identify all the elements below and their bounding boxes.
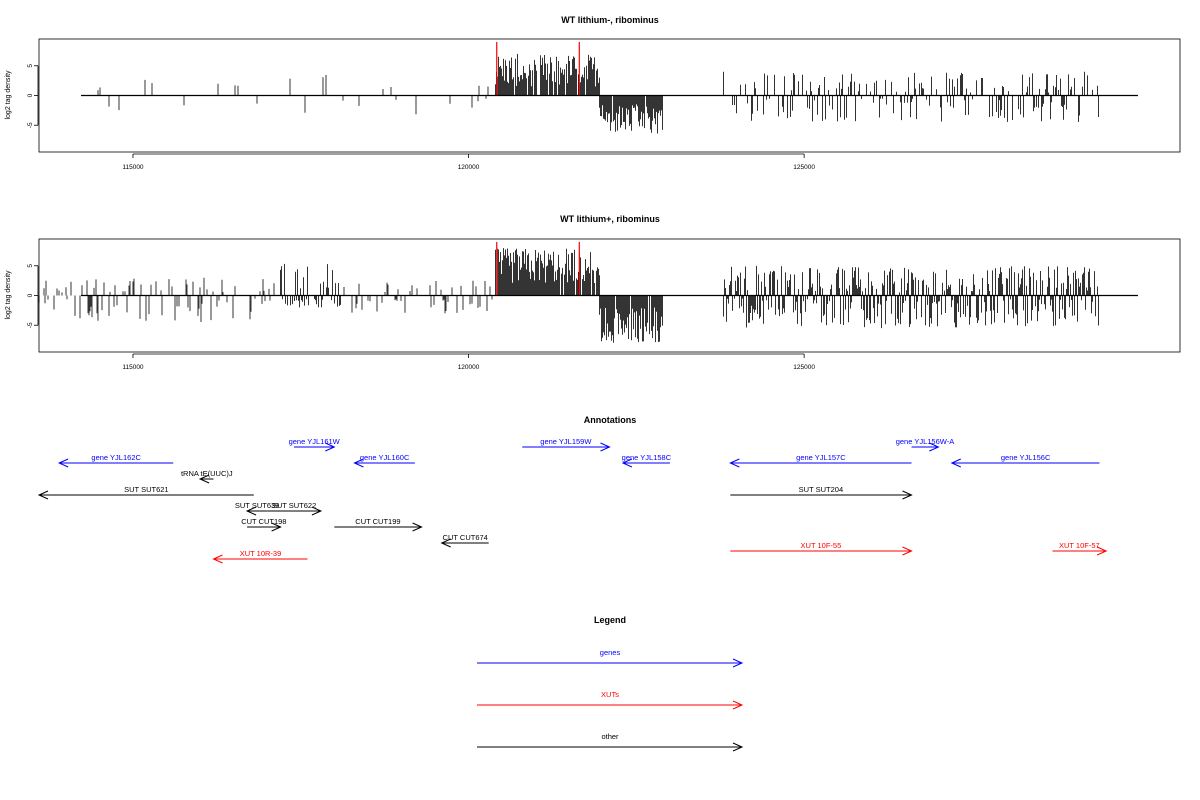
legend-panel: Legend genes XUTs other [477,615,744,752]
legend-label: other [601,732,619,741]
annotation-label: gene YJL157C [796,453,846,462]
arrow-head [57,458,69,468]
arrow-head [732,658,744,668]
y-axis-label: log2 tag density [5,70,12,120]
y-tick-label: 0 [27,93,34,97]
arrow-head [353,458,364,468]
arrow-head [37,490,49,500]
x-tick-label: 125000 [793,364,815,371]
annotation-label: SUT SUT204 [799,485,843,494]
legend-items: genes XUTs other [477,648,744,752]
annotation-feature: XUT 10R-39 [212,549,308,564]
annotation-feature: SUT SUT204 [730,485,913,500]
arrow-head [440,538,451,548]
annotation-feature: CUT CUT199 [334,517,423,532]
annotation-feature: CUT CUT674 [440,533,489,548]
annotation-label: tRNA tE(UUC)J [181,469,233,478]
y-tick-label: 0 [27,293,34,297]
arrow-head [1096,546,1108,556]
arrow-head [621,458,633,468]
annotation-label: CUT CUT674 [443,533,488,542]
x-tick-label: 120000 [458,364,480,371]
annotation-feature: gene YJL156C [950,453,1100,468]
annotation-label: XUT 10F-55 [801,541,842,550]
annotation-features: gene YJL162C gene YJL161W gene YJL160C gene… [37,437,1108,564]
annotation-feature: SUT SUT639 [235,501,279,516]
annotation-feature: gene YJL159W [522,437,611,452]
signal-bars [38,241,1099,343]
arrow-head [198,474,210,484]
plot-frame [38,38,1181,153]
arrow-head [412,522,423,532]
annotation-feature: XUT 10F-57 [1052,541,1108,556]
panel-lithium-plus: WT lithium+, ribominus 5 0 -5 115000 120000 1… [5,214,1181,371]
y-tick-label: 5 [27,264,34,268]
arrow-head [902,546,913,556]
annotation-feature: gene YJL161W [289,437,341,452]
arrow-head [600,442,611,452]
legend-label: genes [600,648,621,657]
arrow-head [929,442,940,452]
legend-label: XUTs [601,690,619,699]
annotation-feature: tRNA tE(UUC)J [181,469,233,484]
arrow-head [950,458,962,468]
axes: 5 0 -5 115000 120000 125000 [27,64,1138,171]
arrow-head [732,700,744,710]
annotation-label: SUT SUT621 [124,485,168,494]
arrow-head [325,442,336,452]
arrow-head [732,742,744,752]
annotation-feature: gene YJL156W-A [896,437,955,452]
legend-item: other [477,732,744,752]
arrow-head [212,554,223,564]
axes: 5 0 -5 115000 120000 125000 [27,264,1138,371]
annotation-label: gene YJL158C [622,453,672,462]
annotations-title: Annotations [584,415,637,425]
annotation-label: SUT SUT639 [235,501,279,510]
arrow-head [311,506,323,516]
chart-title: WT lithium-, ribominus [561,15,659,25]
y-tick-label: -5 [27,322,34,328]
arrow-head [271,522,282,532]
annotation-feature: gene YJL158C [621,453,672,468]
annotation-feature: gene YJL162C [57,453,174,468]
annotation-label: gene YJL159W [540,437,592,446]
annotation-label: XUT 10R-39 [240,549,282,558]
annotation-label: XUT 10F-57 [1059,541,1100,550]
panel-lithium-minus: WT lithium-, ribominus 5 0 -5 115000 120000 1… [5,15,1181,171]
annotation-label: gene YJL160C [360,453,410,462]
annotation-label: CUT CUT198 [241,517,286,526]
arrow-head [729,458,740,468]
annotation-feature: gene YJL157C [729,453,912,468]
annotation-feature: SUT SUT622 [267,501,323,516]
legend-item: XUTs [477,690,744,710]
chart-title: WT lithium+, ribominus [560,214,660,224]
arrow-head [902,490,913,500]
annotation-label: SUT SUT622 [272,501,316,510]
annotation-label: gene YJL156W-A [896,437,955,446]
annotation-feature: SUT SUT621 [37,485,254,500]
y-tick-label: 5 [27,64,34,68]
y-axis-label: log2 tag density [5,270,12,320]
annotation-label: gene YJL162C [91,453,141,462]
arrow-head [245,506,257,516]
x-tick-label: 115000 [122,364,144,371]
annotation-label: gene YJL156C [1001,453,1051,462]
legend-title: Legend [594,615,626,625]
annotation-feature: CUT CUT198 [241,517,286,532]
signal-bars [97,41,1099,134]
x-tick-label: 120000 [458,164,480,171]
y-tick-label: -5 [27,122,34,128]
legend-item: genes [477,648,744,668]
x-tick-label: 115000 [122,164,144,171]
annotation-feature: gene YJL160C [353,453,415,468]
x-tick-label: 125000 [793,164,815,171]
annotation-feature: XUT 10F-55 [730,541,913,556]
annotation-label: gene YJL161W [289,437,341,446]
annotation-label: CUT CUT199 [355,517,400,526]
